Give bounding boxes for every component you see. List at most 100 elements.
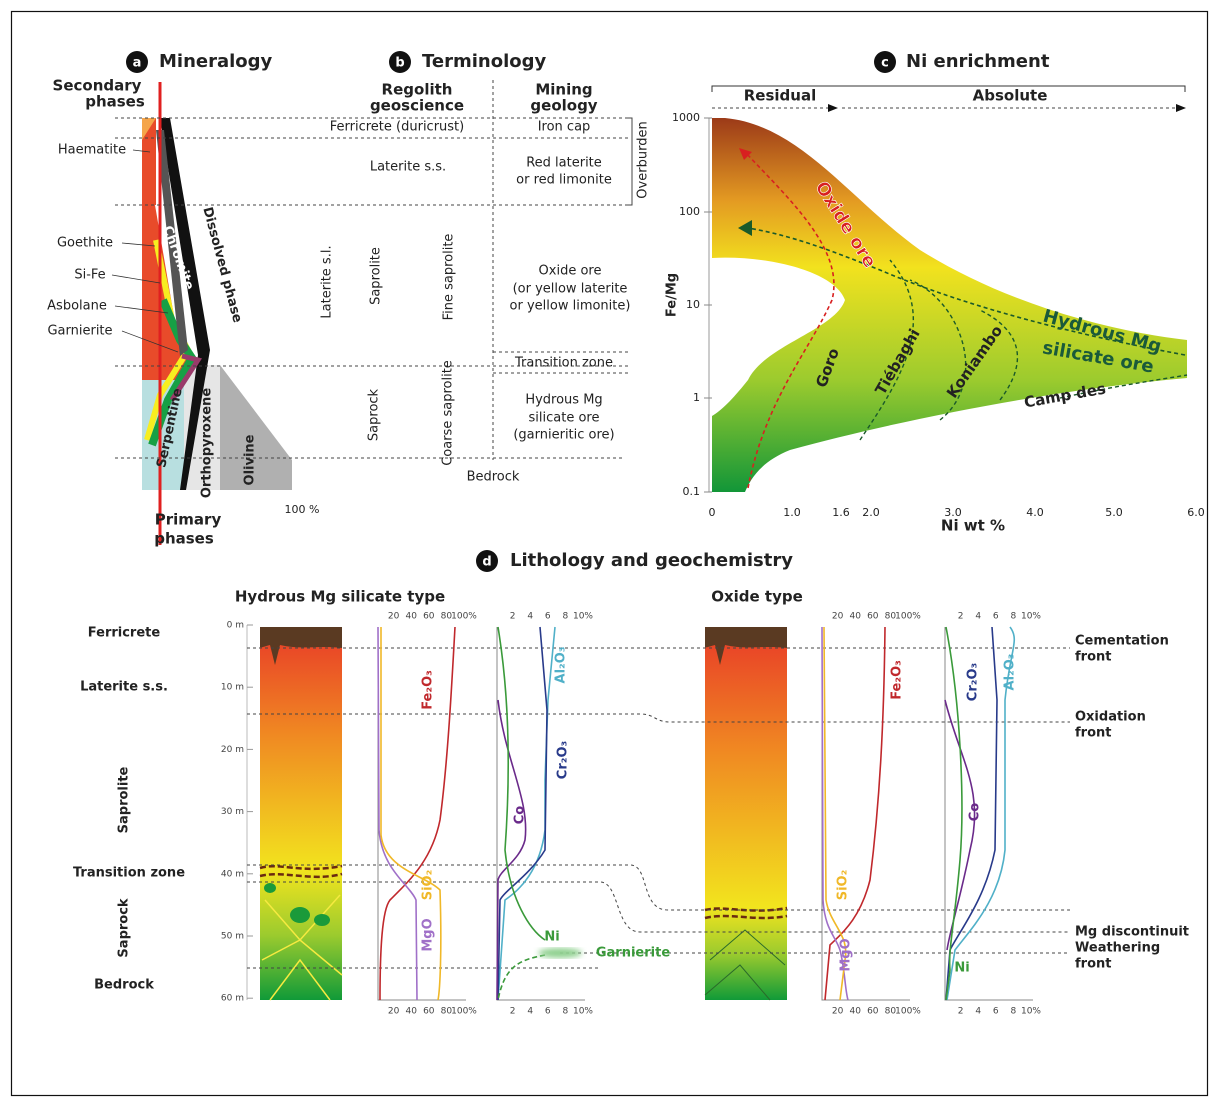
lithology-column xyxy=(705,627,787,907)
figure: a Mineralogy Secondary phases Haematite … xyxy=(0,0,1219,1101)
panel-title: Ni enrichment xyxy=(906,51,1050,72)
term: Coarse saprolite xyxy=(441,360,456,466)
scale-label: 20 xyxy=(388,1007,400,1017)
depth-label: 40 m xyxy=(221,869,244,879)
x-tick-label: 6.0 xyxy=(1187,506,1205,519)
term: Bedrock xyxy=(467,470,520,485)
scale-label: 6 xyxy=(545,1007,551,1017)
depth-label: 50 m xyxy=(221,932,244,942)
zone-label: Olivine xyxy=(243,434,258,485)
front-label: front xyxy=(1075,957,1111,972)
species-label: Ni xyxy=(954,961,969,976)
y-axis-label: Fe/Mg xyxy=(665,273,680,317)
scale-label: 60 xyxy=(867,1007,879,1017)
phase-label: Residual xyxy=(744,87,816,105)
scale-label: 40 xyxy=(405,612,417,622)
term: Laterite s.s. xyxy=(370,160,446,175)
garnierite-label: Garnierite xyxy=(596,946,670,961)
y-tick-label: 100 xyxy=(679,205,700,218)
scale-label: 10% xyxy=(573,1007,593,1017)
species-label: Cr₂O₃ xyxy=(556,741,571,779)
scale-label: 40 xyxy=(849,612,861,622)
scale-label: 8 xyxy=(1011,1007,1017,1017)
profile-title: Oxide type xyxy=(711,588,803,606)
overburden-bracket xyxy=(626,118,632,205)
scale-label: 10% xyxy=(1021,1007,1041,1017)
mineral-label: Haematite xyxy=(58,143,126,158)
term: Laterite s.l. xyxy=(320,245,335,318)
label: Primary xyxy=(155,511,222,529)
species-label: Co xyxy=(968,803,983,822)
lithology-column xyxy=(260,627,342,870)
panel-letter: c xyxy=(881,56,889,71)
species-label: Al₂O₃ xyxy=(1003,654,1018,691)
scale-label: 8 xyxy=(563,612,569,622)
species-label: SiO₂ xyxy=(421,870,436,901)
phase-label: Absolute xyxy=(973,87,1048,105)
panel-letter: d xyxy=(482,555,491,570)
y-tick-label: 10 xyxy=(686,298,700,311)
front-label: Mg discontinuit xyxy=(1075,925,1189,940)
mineral-label: Goethite xyxy=(57,236,113,251)
column-header: geoscience xyxy=(370,97,464,115)
zone-label: Orthopyroxene xyxy=(200,388,215,498)
horizon-label: Ferricrete xyxy=(88,626,161,641)
x-tick-label: 2.0 xyxy=(862,506,880,519)
term: (garnieritic ore) xyxy=(513,428,614,443)
scale-label: 4 xyxy=(975,612,981,622)
scale-label: 2 xyxy=(510,612,516,622)
x-tick-label: 4.0 xyxy=(1026,506,1044,519)
ni-curve xyxy=(498,955,545,1000)
species-label: Fe₂O₃ xyxy=(890,660,905,700)
horizon-label: Laterite s.s. xyxy=(80,680,168,695)
horizon-label: Bedrock xyxy=(94,978,154,993)
boulder xyxy=(290,907,310,923)
panel-title: Mineralogy xyxy=(159,51,273,72)
fe2o3-curve xyxy=(380,627,455,1000)
x-tick-label: 0 xyxy=(709,506,716,519)
horizon-label: Transition zone xyxy=(73,866,185,881)
x-axis-label: Ni wt % xyxy=(941,517,1005,535)
panel-title: Terminology xyxy=(422,51,547,72)
front-lines xyxy=(247,648,1070,968)
scale-label: 4 xyxy=(527,612,533,622)
term: Ferricrete (duricrust) xyxy=(330,120,464,135)
scale-label: 100% xyxy=(451,612,477,622)
x-tick-label: 1.0 xyxy=(783,506,801,519)
species-label: Co xyxy=(513,806,528,825)
panel-letter: b xyxy=(395,56,404,71)
depth-label: 20 m xyxy=(221,745,244,755)
species-label: SiO₂ xyxy=(836,870,851,901)
species-label: Al₂O₃ xyxy=(554,647,569,684)
term: (or yellow laterite xyxy=(513,282,628,297)
scale-label: 60 xyxy=(423,1007,435,1017)
term: Fine saprolite xyxy=(442,234,457,321)
scale-label: 40 xyxy=(849,1007,861,1017)
scale-label: 8 xyxy=(1011,612,1017,622)
scale-label: 4 xyxy=(527,1007,533,1017)
species-label: Ni xyxy=(544,930,559,945)
x-tick-label: 3.0 xyxy=(944,506,962,519)
front-label: Oxidation xyxy=(1075,710,1146,725)
y-tick-label: 1000 xyxy=(672,111,700,124)
term: Red laterite xyxy=(526,156,602,171)
scale-label: 2 xyxy=(958,1007,964,1017)
garnierite-blob xyxy=(538,948,582,958)
front-label: Weathering xyxy=(1075,941,1160,956)
depth-label: 10 m xyxy=(221,683,244,693)
label: phases xyxy=(154,530,214,548)
x-tick-label: 1.6 xyxy=(832,506,850,519)
term: silicate ore xyxy=(529,411,600,426)
depth-label: 60 m xyxy=(221,994,244,1004)
scale-label: 20 xyxy=(832,612,844,622)
species-label: Cr₂O₃ xyxy=(966,663,981,701)
column-header: geology xyxy=(530,97,597,115)
mineral-label: Asbolane xyxy=(47,299,107,314)
y-tick-label: 0.1 xyxy=(683,485,701,498)
scale-label: 100 % xyxy=(285,503,320,516)
term: Oxide ore xyxy=(539,264,602,279)
term: Overburden xyxy=(636,121,651,198)
panel-title: Lithology and geochemistry xyxy=(510,550,793,571)
scale-label: 10% xyxy=(573,612,593,622)
panel-letter: a xyxy=(133,56,142,71)
